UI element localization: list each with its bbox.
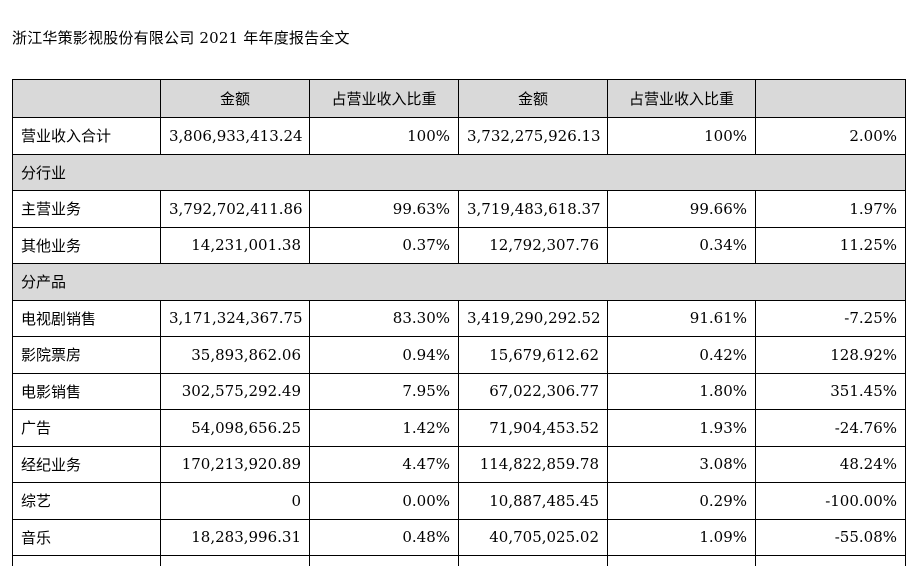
amount-2020-cell: 15,679,612.62 — [458, 336, 608, 374]
amount-2021-cell: 18,283,996.31 — [160, 518, 310, 556]
ratio-2021-cell: 1.42% — [309, 409, 459, 447]
ratio-2020-cell: 91.61% — [607, 299, 756, 337]
change-cell: -55.08% — [755, 518, 906, 556]
table-row: 其他业务 14,231,001.38 0.37% 12,792,307.76 0… — [12, 226, 906, 264]
section-row-industry: 分行业 — [12, 153, 906, 191]
table-row-cutoff — [12, 555, 906, 566]
table-row: 经纪业务 170,213,920.89 4.47% 114,822,859.78… — [12, 445, 906, 483]
amount-2020-cell: 3,732,275,926.13 — [458, 117, 608, 155]
ratio-2021-cell: 0.94% — [309, 336, 459, 374]
ratio-2020-cell: 3.08% — [607, 445, 756, 483]
row-label: 音乐 — [12, 518, 161, 556]
revenue-breakdown-table: 金额 占营业收入比重 金额 占营业收入比重 营业收入合计 3,806,933,4… — [12, 79, 906, 566]
row-label: 综艺 — [12, 482, 161, 520]
amount-2021-cell: 14,231,001.38 — [160, 226, 310, 264]
document-header-title: 浙江华策影视股份有限公司 2021 年年度报告全文 — [12, 29, 350, 47]
change-cell: -24.76% — [755, 409, 906, 447]
ratio-2020-cell: 1.93% — [607, 409, 756, 447]
amount-2021-cell: 35,893,862.06 — [160, 336, 310, 374]
ratio-2021-cell: 100% — [309, 117, 459, 155]
amount-2020-cell: 67,022,306.77 — [458, 372, 608, 410]
change-cell: -100.00% — [755, 482, 906, 520]
ratio-2021-cell: 83.30% — [309, 299, 459, 337]
ratio-2021-cell: 0.00% — [309, 482, 459, 520]
cutoff-cell — [309, 555, 459, 566]
amount-2020-cell: 114,822,859.78 — [458, 445, 608, 483]
table-row: 电影销售 302,575,292.49 7.95% 67,022,306.77 … — [12, 372, 906, 410]
change-cell: 1.97% — [755, 190, 906, 228]
amount-2021-cell: 3,792,702,411.86 — [160, 190, 310, 228]
row-label: 广告 — [12, 409, 161, 447]
header-cell-amount-2021: 金额 — [160, 79, 310, 118]
cutoff-cell — [755, 555, 906, 566]
table-row: 电视剧销售 3,171,324,367.75 83.30% 3,419,290,… — [12, 299, 906, 337]
amount-2020-cell: 10,887,485.45 — [458, 482, 608, 520]
table-row: 音乐 18,283,996.31 0.48% 40,705,025.02 1.0… — [12, 518, 906, 556]
header-cell-ratio-2021: 占营业收入比重 — [309, 79, 459, 118]
ratio-2020-cell: 100% — [607, 117, 756, 155]
ratio-2020-cell: 0.42% — [607, 336, 756, 374]
header-cell-label — [12, 79, 161, 118]
table-row: 广告 54,098,656.25 1.42% 71,904,453.52 1.9… — [12, 409, 906, 447]
row-label: 电影销售 — [12, 372, 161, 410]
header-cell-amount-2020: 金额 — [458, 79, 608, 118]
change-cell: 2.00% — [755, 117, 906, 155]
section-label: 分产品 — [12, 263, 906, 301]
amount-2021-cell: 170,213,920.89 — [160, 445, 310, 483]
table-row: 综艺 0 0.00% 10,887,485.45 0.29% -100.00% — [12, 482, 906, 520]
ratio-2020-cell: 0.34% — [607, 226, 756, 264]
ratio-2021-cell: 99.63% — [309, 190, 459, 228]
cutoff-cell — [160, 555, 310, 566]
row-label: 经纪业务 — [12, 445, 161, 483]
ratio-2020-cell: 1.80% — [607, 372, 756, 410]
amount-2021-cell: 3,171,324,367.75 — [160, 299, 310, 337]
table-header-row: 金额 占营业收入比重 金额 占营业收入比重 — [12, 79, 906, 118]
section-row-product: 分产品 — [12, 263, 906, 301]
row-label: 营业收入合计 — [12, 117, 161, 155]
ratio-2021-cell: 4.47% — [309, 445, 459, 483]
ratio-2021-cell: 0.48% — [309, 518, 459, 556]
ratio-2021-cell: 7.95% — [309, 372, 459, 410]
cutoff-cell — [607, 555, 756, 566]
amount-2021-cell: 54,098,656.25 — [160, 409, 310, 447]
amount-2020-cell: 3,719,483,618.37 — [458, 190, 608, 228]
change-cell: 11.25% — [755, 226, 906, 264]
table-row: 主营业务 3,792,702,411.86 99.63% 3,719,483,6… — [12, 190, 906, 228]
amount-2020-cell: 40,705,025.02 — [458, 518, 608, 556]
change-cell: -7.25% — [755, 299, 906, 337]
ratio-2020-cell: 99.66% — [607, 190, 756, 228]
amount-2020-cell: 12,792,307.76 — [458, 226, 608, 264]
table-row: 影院票房 35,893,862.06 0.94% 15,679,612.62 0… — [12, 336, 906, 374]
amount-2020-cell: 3,419,290,292.52 — [458, 299, 608, 337]
amount-2021-cell: 302,575,292.49 — [160, 372, 310, 410]
amount-2021-cell: 0 — [160, 482, 310, 520]
cutoff-cell — [12, 555, 161, 566]
row-label: 其他业务 — [12, 226, 161, 264]
row-label: 主营业务 — [12, 190, 161, 228]
change-cell: 128.92% — [755, 336, 906, 374]
table-row-total: 营业收入合计 3,806,933,413.24 100% 3,732,275,9… — [12, 117, 906, 155]
cutoff-cell — [458, 555, 608, 566]
row-label: 电视剧销售 — [12, 299, 161, 337]
ratio-2020-cell: 1.09% — [607, 518, 756, 556]
header-cell-change — [755, 79, 906, 118]
ratio-2020-cell: 0.29% — [607, 482, 756, 520]
header-cell-ratio-2020: 占营业收入比重 — [607, 79, 756, 118]
ratio-2021-cell: 0.37% — [309, 226, 459, 264]
change-cell: 48.24% — [755, 445, 906, 483]
amount-2021-cell: 3,806,933,413.24 — [160, 117, 310, 155]
change-cell: 351.45% — [755, 372, 906, 410]
amount-2020-cell: 71,904,453.52 — [458, 409, 608, 447]
section-label: 分行业 — [12, 153, 906, 191]
row-label: 影院票房 — [12, 336, 161, 374]
